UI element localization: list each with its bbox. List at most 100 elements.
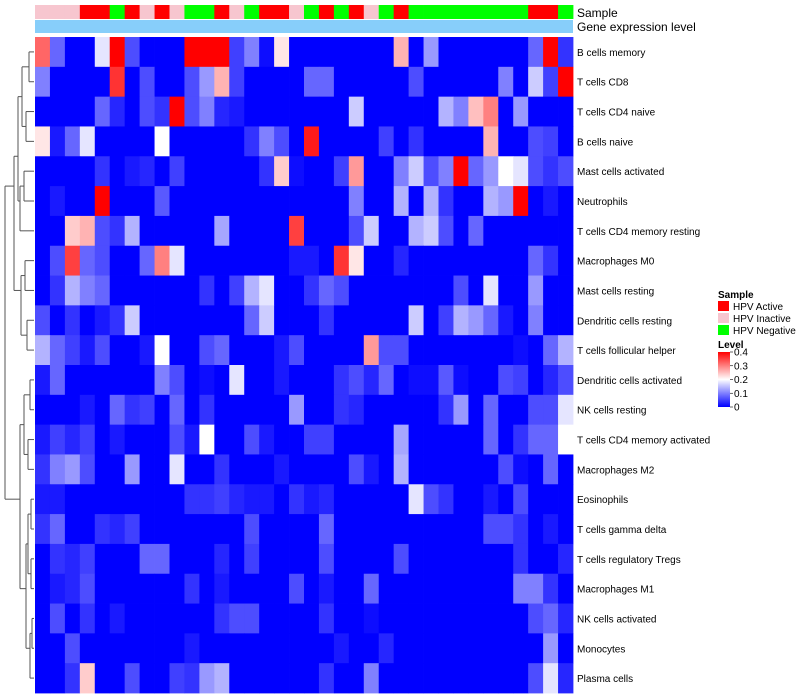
heatmap-cell	[393, 543, 410, 575]
heatmap-cell	[453, 156, 469, 187]
heatmap-cell	[558, 454, 574, 485]
heatmap-cell	[35, 66, 51, 98]
heatmap-cell	[423, 603, 439, 634]
heatmap-cell	[139, 126, 155, 157]
heatmap-cell	[423, 424, 439, 455]
heatmap-cell	[214, 96, 230, 127]
heatmap-cell	[453, 394, 469, 426]
heatmap-cell	[543, 245, 559, 276]
heatmap-cell	[468, 365, 484, 396]
heatmap-cell	[363, 394, 380, 426]
row-label: T cells follicular helper	[577, 346, 676, 357]
heatmap-cell	[363, 245, 380, 276]
heatmap-cell	[244, 215, 260, 247]
heatmap-cell	[289, 514, 305, 545]
heatmap-cell	[498, 514, 514, 545]
heatmap-cell	[498, 245, 514, 276]
heatmap-cell	[543, 156, 559, 187]
heatmap-cell	[513, 603, 529, 634]
heatmap-cell	[184, 573, 200, 604]
heatmap-cell	[468, 424, 484, 455]
heatmap-cell	[49, 394, 66, 426]
heatmap-cell	[528, 394, 544, 426]
sample-annotation-cell	[35, 5, 51, 19]
heatmap-cell	[124, 335, 141, 366]
heatmap-cell	[363, 484, 380, 515]
heatmap-cell	[408, 215, 424, 247]
legend-swatch	[718, 325, 729, 335]
heatmap-cell	[423, 663, 439, 694]
heatmap-cell	[363, 514, 380, 545]
heatmap-cell	[513, 126, 529, 157]
heatmap-cell	[304, 603, 320, 634]
heatmap-cell	[408, 514, 424, 545]
row-label: T cells CD4 naive	[577, 108, 656, 119]
legend-swatch	[718, 301, 729, 311]
heatmap-cell	[304, 543, 320, 575]
heatmap-cell	[304, 275, 320, 306]
heatmap-cell	[304, 37, 320, 68]
heatmap-cell	[259, 394, 275, 426]
heatmap-cell	[528, 186, 544, 217]
heatmap-cell	[199, 365, 215, 396]
heatmap-cell	[184, 275, 200, 306]
heatmap-cell	[393, 156, 410, 187]
sample-annotation-cell	[214, 5, 230, 19]
heatmap-cell	[513, 365, 529, 396]
heatmap-cell	[528, 454, 544, 485]
heatmap-cell	[318, 633, 335, 664]
heatmap-cell	[438, 156, 454, 187]
heatmap-cell	[318, 424, 335, 455]
heatmap-cell	[543, 514, 559, 545]
heatmap-cell	[318, 186, 335, 217]
heatmap-cell	[79, 543, 96, 575]
heatmap-cell	[169, 156, 185, 187]
heatmap-cell	[333, 335, 350, 366]
heatmap-cell	[408, 573, 424, 604]
heatmap-cell	[274, 543, 290, 575]
heatmap-cell	[49, 245, 66, 276]
heatmap-cell	[109, 245, 126, 276]
heatmap-cell	[304, 156, 320, 187]
heatmap-cell	[363, 424, 380, 455]
heatmap-cell	[94, 186, 111, 217]
sample-annotation-cell	[289, 5, 305, 19]
heatmap-cell	[378, 126, 395, 157]
heatmap-cell	[139, 96, 155, 127]
heatmap-cell	[528, 37, 544, 68]
heatmap-cell	[304, 424, 320, 455]
heatmap-cell	[259, 37, 275, 68]
heatmap-cell	[333, 543, 350, 575]
heatmap-cell	[109, 633, 126, 664]
heatmap-cell	[408, 96, 424, 127]
sample-annotation-cell	[498, 5, 514, 19]
heatmap-cell	[348, 514, 365, 545]
heatmap-cell	[289, 186, 305, 217]
heatmap-cell	[423, 275, 439, 306]
heatmap-cell	[468, 514, 484, 545]
heatmap-cell	[558, 305, 574, 336]
heatmap-cell	[244, 454, 260, 485]
heatmap-cell	[333, 245, 350, 276]
legend-entry-label: HPV Inactive	[733, 314, 791, 325]
heatmap-cell	[453, 245, 469, 276]
heatmap-cell	[513, 245, 529, 276]
heatmap-cell	[483, 245, 499, 276]
heatmap-cell	[423, 245, 439, 276]
heatmap-cell	[513, 305, 529, 336]
heatmap-cell	[558, 394, 574, 426]
heatmap-cell	[558, 126, 574, 157]
heatmap-cell	[513, 424, 529, 455]
heatmap-cell	[154, 186, 170, 217]
heatmap-cell	[109, 663, 126, 694]
heatmap-cell	[408, 275, 424, 306]
heatmap-cell	[304, 454, 320, 485]
heatmap-cell	[304, 305, 320, 336]
heatmap-cell	[363, 186, 380, 217]
heatmap-cell	[318, 305, 335, 336]
heatmap-cell	[318, 573, 335, 604]
row-label: NK cells activated	[577, 614, 656, 625]
heatmap-cell	[378, 245, 395, 276]
heatmap-cell	[139, 275, 155, 306]
